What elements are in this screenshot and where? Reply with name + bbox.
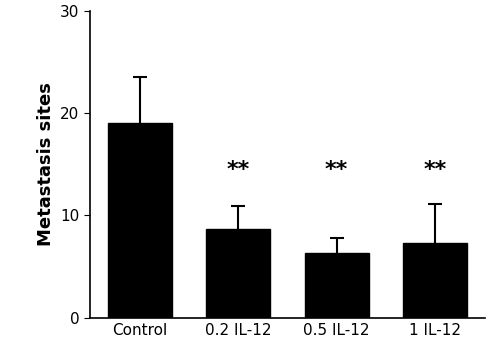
Text: **: ** xyxy=(325,160,348,179)
Text: **: ** xyxy=(424,160,446,179)
Text: **: ** xyxy=(226,160,250,179)
Bar xyxy=(403,243,467,318)
Bar xyxy=(108,123,172,318)
Bar xyxy=(206,229,270,318)
Bar xyxy=(304,253,368,318)
Y-axis label: Metastasis sites: Metastasis sites xyxy=(36,82,54,246)
